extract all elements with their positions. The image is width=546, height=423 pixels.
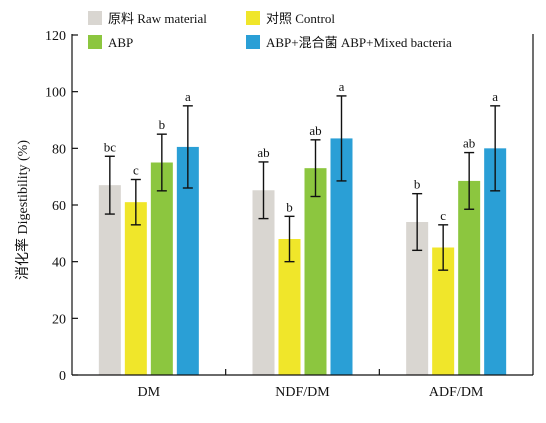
- significance-label: b: [159, 117, 166, 132]
- bar: [176, 146, 199, 375]
- legend-swatch: [88, 11, 102, 25]
- bar: [458, 180, 481, 375]
- y-tick-label: 120: [45, 29, 66, 44]
- bar: [124, 202, 147, 375]
- significance-label: bc: [104, 139, 117, 154]
- bar: [406, 222, 429, 375]
- y-tick-label: 60: [52, 199, 66, 214]
- significance-label: b: [414, 177, 421, 192]
- bar: [150, 162, 173, 375]
- bar: [278, 239, 301, 375]
- significance-label: a: [185, 89, 191, 104]
- y-tick-label: 100: [45, 86, 66, 101]
- legend-swatch: [246, 35, 260, 49]
- axes-layer: DM NDF/DM ADF/DM 0 20 40 60 80 100 120: [45, 29, 534, 400]
- bar: [484, 148, 507, 375]
- legend-swatch: [88, 35, 102, 49]
- y-tick-label: 20: [52, 312, 66, 327]
- significance-label: ab: [463, 136, 475, 151]
- legend-label: ABP+混合菌 ABP+Mixed bacteria: [266, 35, 452, 50]
- y-tick-label: 80: [52, 142, 66, 157]
- bar: [98, 185, 121, 375]
- x-tick-label: DM: [138, 385, 161, 400]
- x-tick-label: ADF/DM: [429, 385, 484, 400]
- significance-label: b: [286, 199, 293, 214]
- bar: [330, 138, 353, 375]
- significance-label: c: [440, 208, 446, 223]
- y-tick-label: 40: [52, 256, 66, 271]
- significance-label: ab: [257, 145, 269, 160]
- bar: [304, 168, 327, 375]
- significance-label: a: [492, 89, 498, 104]
- bar: [252, 190, 275, 375]
- legend-label: ABP: [108, 35, 133, 50]
- legend: 原料 Raw material 对照 Control ABP ABP+混合菌 ABP+…: [88, 11, 452, 50]
- legend-label: 原料 Raw material: [108, 11, 207, 26]
- legend-swatch: [246, 11, 260, 25]
- legend-label: 对照 Control: [266, 11, 335, 26]
- y-tick-label: 0: [59, 369, 66, 384]
- y-axis-title: 消化率 Digestibility (%): [14, 140, 31, 280]
- x-tick-label: NDF/DM: [275, 385, 330, 400]
- significance-label: a: [339, 79, 345, 94]
- significance-label: c: [133, 163, 139, 178]
- significance-label: ab: [309, 123, 321, 138]
- bar: [432, 247, 455, 375]
